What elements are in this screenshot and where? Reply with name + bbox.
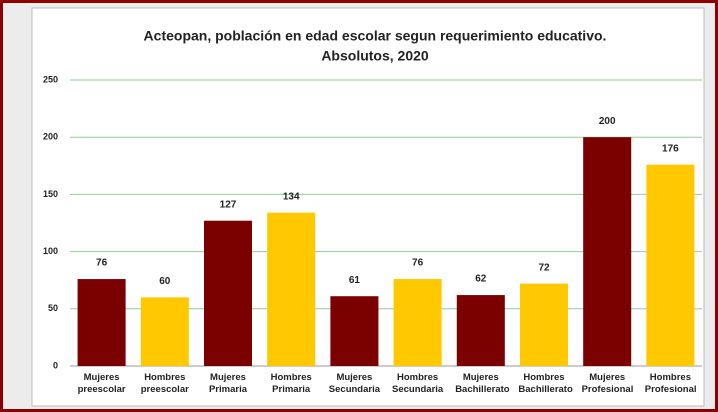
x-tick-label-box: Mujeres Primaria (208, 372, 247, 395)
data-label: 76 (96, 258, 108, 269)
data-label: 200 (599, 116, 616, 127)
data-label: 134 (283, 191, 300, 202)
x-tick-label-box: Hombres Profesional (644, 372, 697, 395)
data-label: 127 (220, 199, 237, 210)
x-tick-label: Hombres Secundaria (392, 372, 444, 395)
x-tick-label: Hombres Bachillerato (518, 372, 573, 395)
x-tick-label: Hombres Primaria (270, 372, 312, 395)
x-tick-label-box: Mujeres Secundaria (328, 372, 381, 395)
x-tick-label: Mujeres Profesional (581, 372, 634, 395)
bar (140, 297, 189, 366)
bar (456, 295, 505, 366)
data-label: 62 (475, 274, 487, 285)
bar (77, 279, 126, 366)
x-tick-label: Mujeres Bachillerato (455, 372, 510, 395)
x-tick-label: Hombres Profesional (644, 372, 697, 395)
bar (203, 220, 253, 366)
chart-title: Acteopan, población en edad escolar segu… (144, 28, 607, 44)
data-label: 60 (159, 276, 171, 287)
bar (646, 164, 695, 366)
x-tick-label-box: Mujeres preescolar (77, 372, 126, 395)
bar (519, 283, 569, 366)
x-tick-label-box: Mujeres Bachillerato (455, 372, 510, 395)
y-tick-label: 200 (43, 132, 58, 142)
bar (330, 296, 379, 366)
x-tick-label-box: Mujeres Profesional (581, 372, 634, 395)
y-tick-label: 50 (48, 303, 58, 313)
x-tick-label: Mujeres Secundaria (328, 372, 381, 395)
data-label: 76 (412, 258, 424, 269)
x-tick-label-box: Hombres Primaria (270, 372, 312, 395)
bar (583, 137, 632, 366)
bar (267, 212, 316, 366)
y-tick-label: 0 (53, 360, 58, 370)
x-tick-label-box: Hombres preescolar (140, 372, 189, 395)
y-tick-label: 250 (43, 74, 58, 84)
chart-subtitle: Absolutos, 2020 (321, 48, 429, 64)
data-label: 72 (538, 262, 550, 273)
x-tick-label: Hombres preescolar (140, 372, 189, 395)
x-tick-label-box: Hombres Secundaria (392, 372, 444, 395)
x-tick-label: Mujeres Primaria (208, 372, 247, 395)
y-tick-label: 150 (43, 189, 58, 199)
data-label: 61 (349, 275, 361, 286)
data-label: 176 (662, 143, 679, 154)
x-tick-label: Mujeres preescolar (77, 372, 126, 395)
y-tick-label: 100 (43, 246, 58, 256)
bar (393, 279, 442, 366)
x-tick-label-box: Hombres Bachillerato (518, 372, 573, 395)
